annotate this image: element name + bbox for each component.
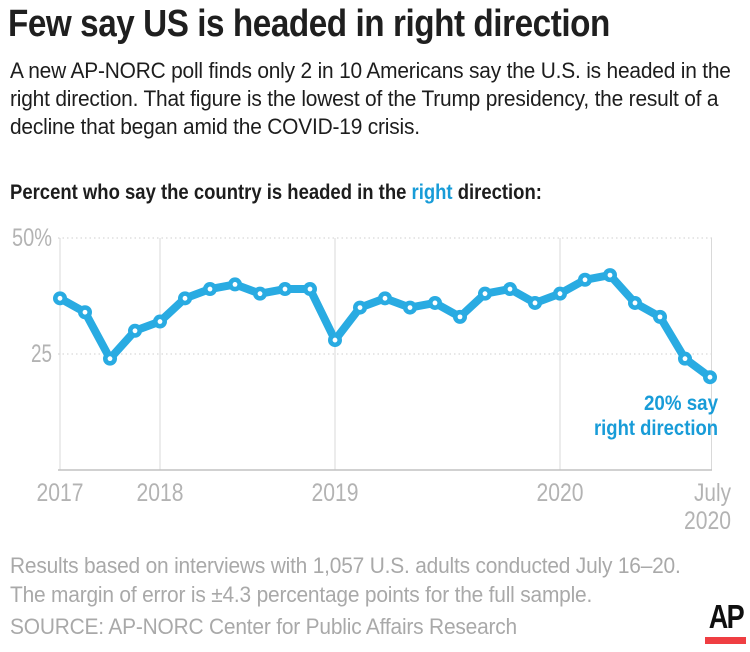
data-point-hole	[282, 286, 288, 292]
source-line: SOURCE: AP-NORC Center for Public Affair…	[10, 614, 517, 639]
data-point-hole	[432, 300, 438, 306]
data-point-hole	[557, 291, 563, 297]
lead-in-text-before: Percent who say the country is headed in…	[10, 181, 412, 204]
data-point-hole	[107, 356, 113, 362]
data-point-hole	[682, 356, 688, 362]
data-point-hole	[482, 291, 488, 297]
ap-logo-red-bar	[705, 637, 746, 644]
annotation-line-2: right direction	[594, 417, 718, 440]
y-tick-label: 25	[31, 340, 52, 368]
data-point-hole	[232, 282, 238, 287]
data-point-hole	[382, 295, 388, 301]
methodology-note: Results based on interviews with 1,057 U…	[10, 551, 681, 609]
data-point-hole	[132, 328, 138, 334]
data-point-hole	[57, 295, 63, 301]
data-point-hole	[332, 337, 338, 343]
x-tick-label: 2017	[37, 479, 84, 507]
lead-in-highlight: right	[411, 181, 453, 204]
ap-logo: AP	[705, 600, 746, 646]
data-point-hole	[582, 277, 588, 283]
note-line-1: Results based on interviews with 1,057 U…	[10, 553, 681, 578]
annotation-line-1: 20% say	[644, 392, 718, 415]
intro-paragraph: A new AP-NORC poll finds only 2 in 10 Am…	[10, 58, 731, 139]
data-point-hole	[632, 300, 638, 306]
ap-logo-text: AP	[708, 598, 745, 635]
x-tick-label: July	[694, 479, 731, 507]
note-line-2: The margin of error is ±4.3 percentage p…	[10, 582, 593, 607]
y-tick-label: 50%	[12, 225, 52, 252]
data-point-hole	[182, 295, 188, 301]
data-point-hole	[157, 319, 163, 324]
data-point-hole	[357, 305, 363, 310]
data-point-hole	[82, 309, 88, 315]
headline: Few say US is headed in right direction	[8, 3, 610, 45]
x-tick-label: 2020	[537, 479, 584, 507]
data-point-hole	[257, 291, 263, 297]
data-point-hole	[457, 314, 463, 320]
data-point-hole	[657, 314, 663, 320]
x-tick-label: 2019	[312, 479, 359, 507]
chart-lead-in: Percent who say the country is headed in…	[10, 181, 542, 205]
data-point-hole	[532, 300, 538, 306]
x-tick-label: 2018	[137, 479, 184, 507]
data-point-hole	[607, 272, 613, 278]
data-point-hole	[707, 374, 713, 380]
lead-in-text-after: direction:	[452, 181, 542, 204]
data-point-hole	[207, 286, 213, 292]
data-point-hole	[507, 286, 513, 292]
data-point-hole	[407, 305, 413, 310]
x-tick-label: 2020	[684, 507, 731, 535]
data-point-hole	[307, 286, 313, 292]
